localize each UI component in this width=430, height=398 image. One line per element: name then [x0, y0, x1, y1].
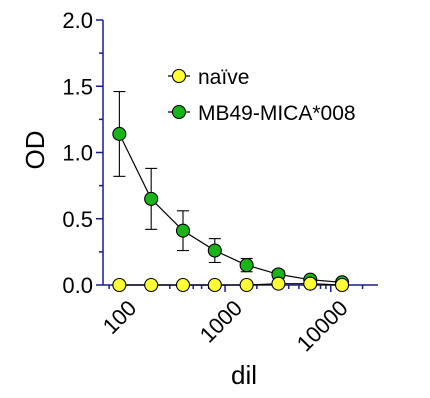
data-point [335, 277, 350, 293]
data-point [112, 126, 127, 141]
data-point [175, 223, 191, 238]
legend: naïve MB49-MICA*008 [168, 66, 356, 125]
x-axis-title: dil [231, 360, 257, 390]
y-axis-title: OD [20, 131, 50, 170]
legend-label: naïve [198, 66, 249, 89]
data-point [303, 276, 318, 291]
y-tick-label: 0.5 [62, 207, 93, 232]
series-line [118, 133, 343, 283]
data-point [239, 258, 254, 273]
legend-label: MB49-MICA*008 [198, 102, 356, 125]
data-point [112, 277, 127, 293]
y-tick-label: 2.0 [62, 8, 93, 33]
y-tick-label: 0.0 [62, 273, 93, 298]
legend-marker [171, 68, 187, 84]
x-tick-label: 1000 [195, 295, 247, 347]
data-point [144, 191, 159, 206]
y-tick-label: 1.0 [62, 141, 93, 166]
data-point [144, 277, 159, 293]
data-point [207, 277, 222, 293]
data-point [207, 243, 222, 258]
x-tick-label: 100 [98, 295, 142, 339]
series-layer [112, 91, 350, 293]
data-point [239, 277, 254, 293]
series-naive [112, 276, 350, 293]
axes: 0.0 0.5 1.0 1.5 2.0 100 1000 10000 [62, 8, 378, 356]
y-tick-label: 1.5 [62, 74, 93, 99]
x-tick-label: 10000 [292, 295, 353, 356]
data-point [271, 276, 286, 291]
data-point [175, 277, 191, 293]
legend-marker [171, 104, 187, 120]
